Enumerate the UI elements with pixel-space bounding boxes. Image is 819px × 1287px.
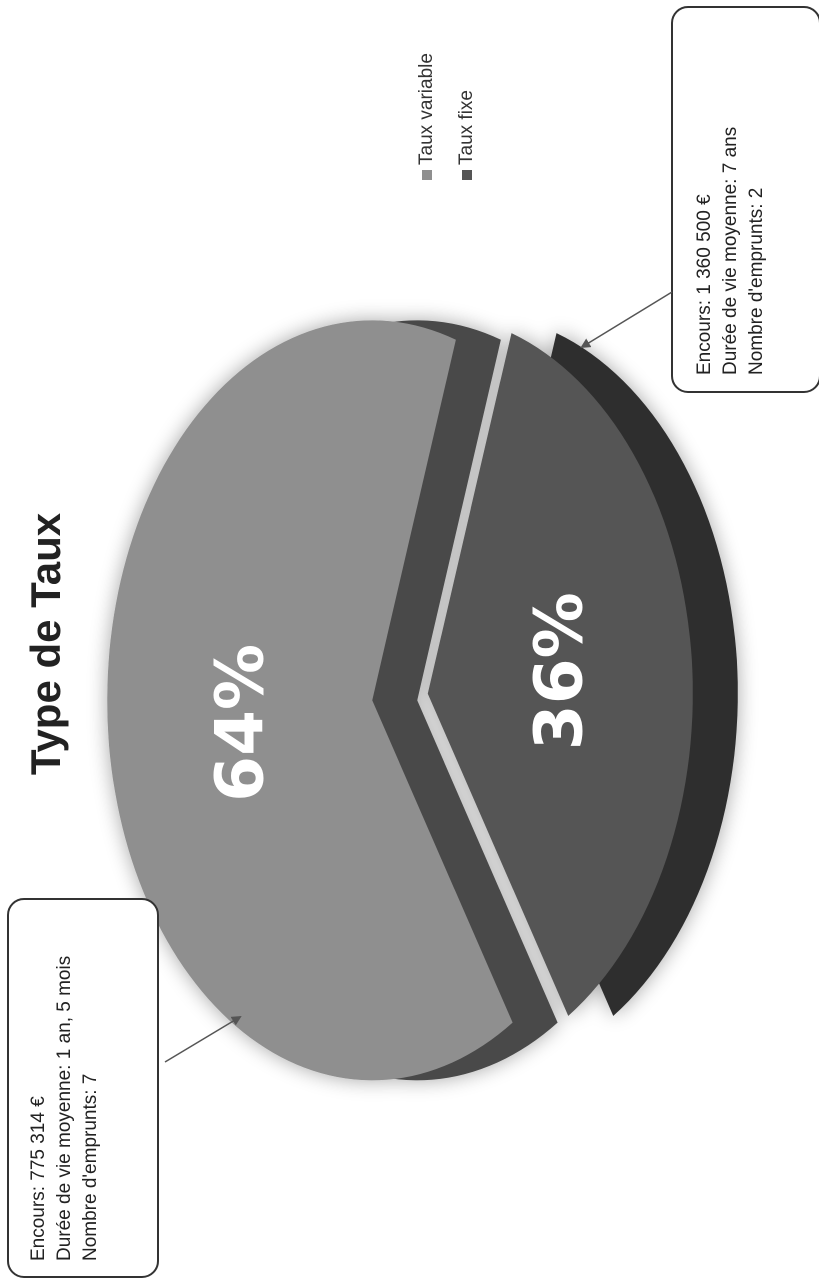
legend-swatch-taux-variable [422, 170, 432, 180]
callout-box-fixe [7, 898, 159, 1278]
data-label-taux-fixe: 36% [520, 592, 597, 750]
callout-variable-line-3: Nombre d'emprunts: 2 [746, 188, 767, 375]
legend: Taux variable Taux fixe [416, 53, 477, 180]
callout-arrow-fixe [164, 1015, 242, 1063]
callout-taux-fixe: Encours: 775 314 € Durée de vie moyenne:… [7, 898, 242, 1278]
chart-title: Type de Taux [22, 512, 69, 775]
callout-taux-variable: Encours: 1 360 500 € Durée de vie moyenn… [580, 6, 819, 393]
callout-fixe-line-2: Durée de vie moyenne: 1 an, 5 mois [54, 956, 75, 1261]
pie-group [107, 320, 738, 1081]
callout-variable-line-1: Encours: 1 360 500 € [694, 194, 715, 375]
pie-slice-taux-fixe [427, 333, 693, 1016]
callout-fixe-line-3: Nombre d'emprunts: 7 [80, 1074, 101, 1261]
pie-slice-taux-variable [107, 320, 513, 1081]
legend-label-taux-variable: Taux variable [416, 53, 437, 165]
legend-label-taux-fixe: Taux fixe [456, 90, 477, 165]
callout-box-variable [671, 6, 819, 393]
callout-arrow-variable [580, 291, 673, 349]
legend-swatch-taux-fixe [462, 170, 472, 180]
callout-variable-line-2: Durée de vie moyenne: 7 ans [720, 127, 741, 375]
pie-labels: 64% 36% [202, 592, 598, 802]
data-label-taux-variable: 64% [202, 644, 279, 802]
callout-fixe-line-1: Encours: 775 314 € [28, 1096, 49, 1261]
